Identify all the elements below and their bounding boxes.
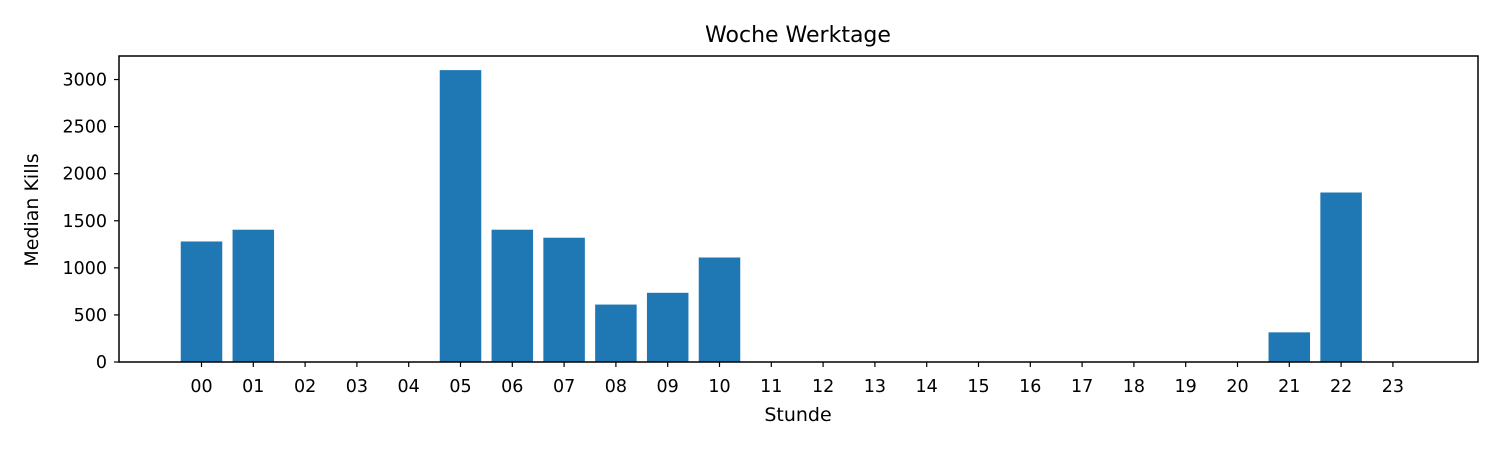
bar-06 xyxy=(491,229,534,362)
x-tick-label: 12 xyxy=(812,377,834,397)
x-tick-label: 22 xyxy=(1330,377,1352,397)
bar-09 xyxy=(646,292,689,362)
x-tick-label: 15 xyxy=(967,377,989,397)
x-tick-label: 11 xyxy=(760,377,782,397)
y-tick-label: 0 xyxy=(96,353,107,373)
x-tick-label: 14 xyxy=(916,377,938,397)
y-tick-label: 2000 xyxy=(62,165,107,185)
y-axis-label: Median Kills xyxy=(21,153,43,266)
y-tick-label: 1000 xyxy=(62,259,107,279)
x-tick-label: 08 xyxy=(605,377,627,397)
x-tick-label: 13 xyxy=(864,377,886,397)
x-tick-label: 23 xyxy=(1382,377,1404,397)
x-axis-ticks: 00 01 02 03 04 05 06 07 08 09 10 11 12 13 14 15 16 17 18 19… xyxy=(190,362,1404,397)
bars-group xyxy=(180,70,1362,363)
plot-frame xyxy=(118,55,1479,363)
y-axis-ticks: 0 500 1000 1500 2000 2500 3000 xyxy=(62,71,119,373)
y-tick-label: 1500 xyxy=(62,212,107,232)
x-tick-label: 03 xyxy=(346,377,368,397)
x-tick-label: 04 xyxy=(398,377,420,397)
x-tick-label: 16 xyxy=(1019,377,1041,397)
x-tick-label: 00 xyxy=(190,377,212,397)
x-tick-label: 10 xyxy=(708,377,730,397)
x-tick-label: 17 xyxy=(1071,377,1093,397)
x-tick-label: 20 xyxy=(1226,377,1248,397)
bar-10 xyxy=(698,257,741,362)
x-tick-label: 07 xyxy=(553,377,575,397)
bar-08 xyxy=(595,304,637,362)
x-tick-label: 05 xyxy=(449,377,471,397)
bar-00 xyxy=(180,241,223,362)
y-tick-label: 3000 xyxy=(62,71,107,91)
y-tick-label: 2500 xyxy=(62,118,107,138)
x-tick-label: 21 xyxy=(1278,377,1300,397)
y-tick-label: 500 xyxy=(74,306,107,326)
x-tick-label: 09 xyxy=(657,377,679,397)
x-tick-label: 02 xyxy=(294,377,316,397)
bar-05 xyxy=(439,70,482,363)
bar-01 xyxy=(232,229,275,362)
x-tick-label: 06 xyxy=(501,377,523,397)
bar-07 xyxy=(543,237,585,362)
x-tick-label: 19 xyxy=(1175,377,1197,397)
chart-title: Woche Werktage xyxy=(705,23,891,48)
x-tick-label: 01 xyxy=(242,377,264,397)
x-tick-label: 18 xyxy=(1123,377,1145,397)
x-axis-label: Stunde xyxy=(764,404,831,426)
bar-21 xyxy=(1268,332,1311,362)
bar-22 xyxy=(1320,192,1362,362)
